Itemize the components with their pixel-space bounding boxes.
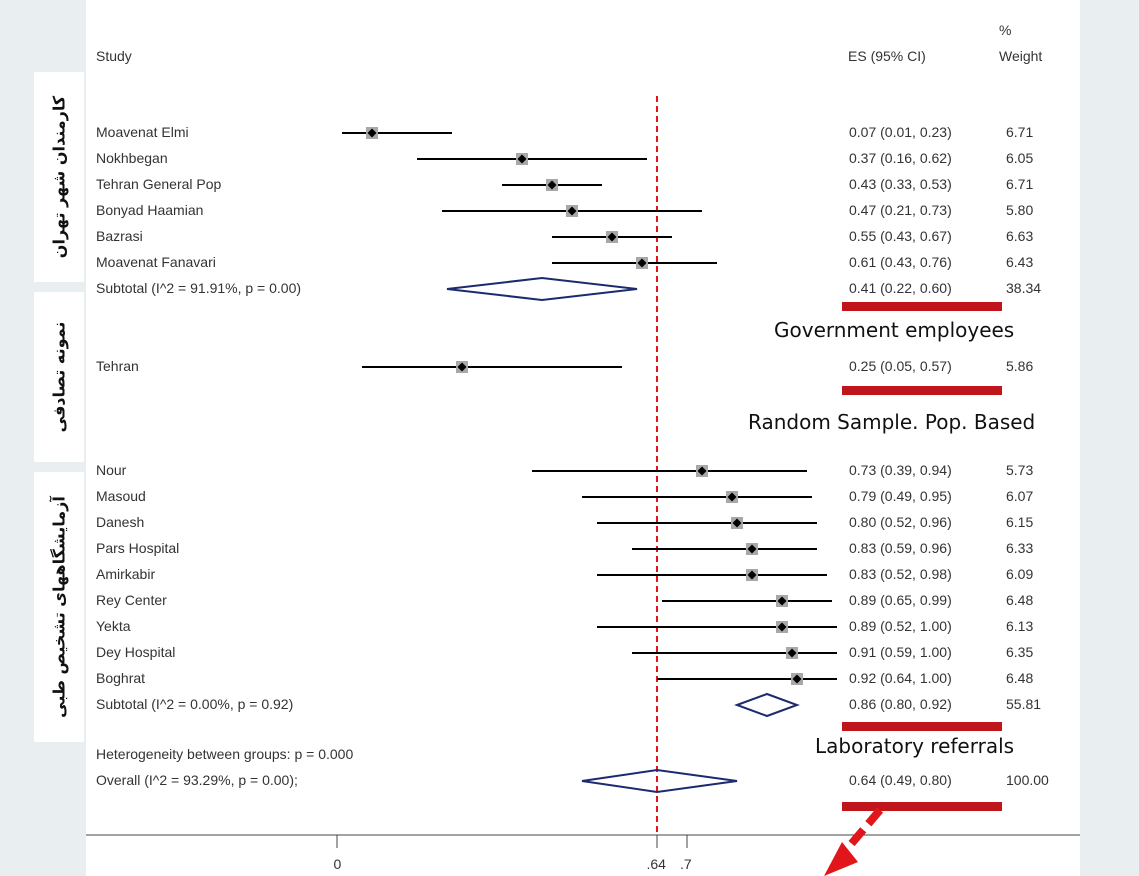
- weight-value: 6.48: [1006, 670, 1034, 686]
- weight-value: 6.09: [1006, 566, 1034, 582]
- x-tick-label: 0: [333, 856, 342, 872]
- annotation-laboratory-referrals: Laboratory referrals: [815, 734, 1015, 758]
- weight-value: 6.63: [1006, 228, 1034, 244]
- heterogeneity-note: Heterogeneity between groups: p = 0.000: [96, 746, 354, 762]
- subtotal-label: Subtotal (I^2 = 0.00%, p = 0.92): [96, 696, 294, 712]
- effect-size-ci: 0.89 (0.65, 0.99): [849, 592, 952, 608]
- weight-value: 6.43: [1006, 254, 1034, 270]
- subtotal-diamond: [734, 692, 800, 718]
- header-weight: Weight: [999, 48, 1043, 64]
- header-es-ci: ES (95% CI): [848, 48, 926, 64]
- study-label: Dey Hospital: [96, 644, 176, 660]
- effect-size-ci: 0.64 (0.49, 0.80): [849, 772, 952, 788]
- group-label-box-employees: کارمندان شهر تهران: [34, 72, 84, 282]
- point-estimate: [777, 596, 787, 606]
- point-estimate: [732, 518, 742, 528]
- arrow-head: [824, 842, 858, 876]
- study-label: Masoud: [96, 488, 146, 504]
- effect-size-ci: 0.37 (0.16, 0.62): [849, 150, 952, 166]
- bar-random-sample: [842, 386, 1002, 395]
- effect-size-ci: 0.55 (0.43, 0.67): [849, 228, 952, 244]
- point-estimate: [792, 674, 802, 684]
- effect-size-ci: 0.41 (0.22, 0.60): [849, 280, 952, 296]
- point-estimate: [747, 544, 757, 554]
- weight-value: 6.35: [1006, 644, 1034, 660]
- annotation-government-employees: Government employees: [774, 318, 1015, 342]
- effect-size-ci: 0.07 (0.01, 0.23): [849, 124, 952, 140]
- effect-size-ci: 0.79 (0.49, 0.95): [849, 488, 952, 504]
- study-label: Amirkabir: [96, 566, 156, 582]
- point-estimate: [517, 154, 527, 164]
- header-weight-percent: %: [999, 22, 1012, 38]
- group-label-box-laboratory: آزمایشگاههای تشخیص طبی: [34, 472, 84, 742]
- point-estimate: [727, 492, 737, 502]
- study-label: Boghrat: [96, 670, 146, 686]
- study-label: Tehran: [96, 358, 139, 374]
- study-label: Bonyad Haamian: [96, 202, 204, 218]
- weight-value: 6.15: [1006, 514, 1034, 530]
- point-estimate: [607, 232, 617, 242]
- weight-value: 55.81: [1006, 696, 1042, 712]
- effect-size-ci: 0.43 (0.33, 0.53): [849, 176, 952, 192]
- point-estimate: [547, 180, 557, 190]
- effect-size-ci: 0.80 (0.52, 0.96): [849, 514, 952, 530]
- study-label: Moavenat Elmi: [96, 124, 189, 140]
- subtotal-diamond: [446, 276, 638, 302]
- study-label: Tehran General Pop: [96, 176, 222, 192]
- effect-size-ci: 0.83 (0.59, 0.96): [849, 540, 952, 556]
- group-label-box-random: نمونه تصادفی: [34, 292, 84, 462]
- study-label: Moavenat Fanavari: [96, 254, 216, 270]
- point-estimate: [747, 570, 757, 580]
- weight-value: 6.71: [1006, 124, 1034, 140]
- study-label: Danesh: [96, 514, 145, 530]
- overall-diamond: [581, 768, 738, 794]
- effect-size-ci: 0.47 (0.21, 0.73): [849, 202, 952, 218]
- annotation-random-sample: Random Sample. Pop. Based: [748, 410, 1036, 434]
- effect-size-ci: 0.83 (0.52, 0.98): [849, 566, 952, 582]
- header-study: Study: [96, 48, 132, 64]
- study-label: Pars Hospital: [96, 540, 180, 556]
- weight-value: 5.80: [1006, 202, 1034, 218]
- effect-size-ci: 0.92 (0.64, 1.00): [849, 670, 952, 686]
- overall-label: Overall (I^2 = 93.29%, p = 0.00);: [96, 772, 298, 788]
- effect-size-ci: 0.91 (0.59, 1.00): [849, 644, 952, 660]
- x-tick-label: .7: [680, 856, 692, 872]
- x-tick-label: .64: [646, 856, 666, 872]
- effect-size-ci: 0.89 (0.52, 1.00): [849, 618, 952, 634]
- point-estimate: [637, 258, 647, 268]
- point-estimate: [367, 128, 377, 138]
- effect-size-ci: 0.86 (0.80, 0.92): [849, 696, 952, 712]
- effect-size-ci: 0.73 (0.39, 0.94): [849, 462, 952, 478]
- bar-government-employees: [842, 302, 1002, 311]
- bar-laboratory-referrals: [842, 722, 1002, 731]
- subtotal-label: Subtotal (I^2 = 91.91%, p = 0.00): [96, 280, 302, 296]
- point-estimate: [697, 466, 707, 476]
- weight-value: 6.07: [1006, 488, 1034, 504]
- point-estimate: [777, 622, 787, 632]
- weight-value: 5.73: [1006, 462, 1034, 478]
- weight-value: 6.48: [1006, 592, 1034, 608]
- effect-size-ci: 0.25 (0.05, 0.57): [849, 358, 952, 374]
- study-label: Bazrasi: [96, 228, 143, 244]
- study-label: Yekta: [96, 618, 131, 634]
- weight-value: 100.00: [1006, 772, 1049, 788]
- effect-size-ci: 0.61 (0.43, 0.76): [849, 254, 952, 270]
- bar-overall: [842, 802, 1002, 811]
- study-label: Nour: [96, 462, 127, 478]
- weight-value: 6.71: [1006, 176, 1034, 192]
- weight-value: 38.34: [1006, 280, 1042, 296]
- study-label: Nokhbegan: [96, 150, 168, 166]
- weight-value: 5.86: [1006, 358, 1034, 374]
- weight-value: 6.13: [1006, 618, 1034, 634]
- point-estimate: [457, 362, 467, 372]
- weight-value: 6.05: [1006, 150, 1034, 166]
- point-estimate: [567, 206, 577, 216]
- study-label: Rey Center: [96, 592, 167, 608]
- weight-value: 6.33: [1006, 540, 1034, 556]
- point-estimate: [787, 648, 797, 658]
